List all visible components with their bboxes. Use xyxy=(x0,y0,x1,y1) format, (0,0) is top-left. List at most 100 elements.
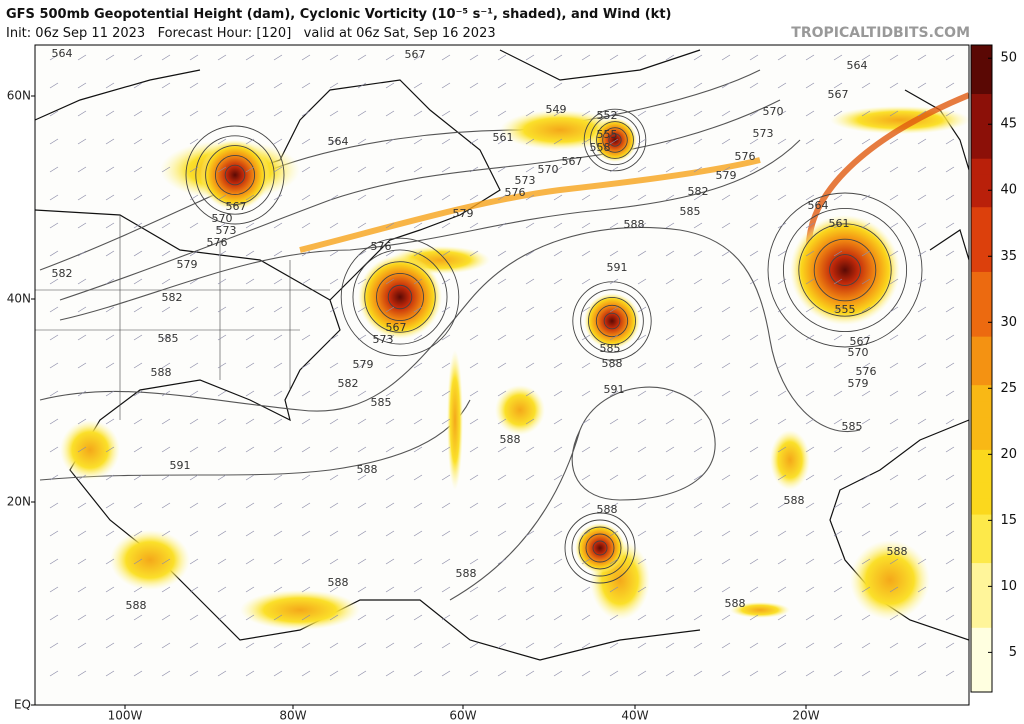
wind-barb xyxy=(721,614,731,621)
borders xyxy=(35,215,330,420)
wind-barb xyxy=(49,166,59,173)
wind-barb xyxy=(301,446,311,453)
wind-barb xyxy=(833,446,843,453)
wind-barb xyxy=(133,278,143,285)
wind-barb xyxy=(161,418,171,425)
wind-barb xyxy=(749,334,759,341)
map-frame xyxy=(34,44,970,706)
wind-barb xyxy=(777,110,787,117)
wind-barb xyxy=(581,166,591,173)
wind-barb xyxy=(721,194,731,201)
wind-barb xyxy=(889,502,899,509)
wind-barb xyxy=(609,278,619,285)
storm-contour xyxy=(571,519,629,577)
wind-barb xyxy=(469,418,479,425)
wind-barb xyxy=(805,54,815,61)
wind-barb xyxy=(77,390,87,397)
wind-barb xyxy=(525,558,535,565)
wind-barb xyxy=(833,334,843,341)
wind-barb xyxy=(833,194,843,201)
wind-barb xyxy=(721,138,731,145)
wind-barb xyxy=(861,642,871,649)
wind-barb xyxy=(889,194,899,201)
wind-barb xyxy=(301,306,311,313)
contour-label: 582 xyxy=(52,267,73,280)
wind-barb xyxy=(917,166,927,173)
colorbar-segment xyxy=(971,158,992,175)
vorticity-shading xyxy=(110,530,190,590)
wind-barb xyxy=(637,82,647,89)
wind-barb xyxy=(133,502,143,509)
wind-barb xyxy=(441,334,451,341)
wind-barb xyxy=(945,530,955,537)
wind-barb xyxy=(161,642,171,649)
wind-barb xyxy=(665,222,675,229)
wind-barb xyxy=(889,82,899,89)
wind-barb xyxy=(721,502,731,509)
wind-barb xyxy=(721,558,731,565)
colorbar-tick-label: 15 xyxy=(1000,513,1017,528)
wind-barb xyxy=(385,54,395,61)
wind-barb xyxy=(133,670,143,677)
wind-barb xyxy=(553,642,563,649)
wind-barb xyxy=(833,362,843,369)
wind-barb xyxy=(497,670,507,677)
wind-barb xyxy=(441,222,451,229)
storm-vorticity xyxy=(575,523,625,573)
wind-barb xyxy=(245,418,255,425)
wind-barb xyxy=(105,362,115,369)
contour-label: 570 xyxy=(538,163,559,176)
colorbar-segment xyxy=(971,546,992,564)
wind-barb xyxy=(749,306,759,313)
wind-barb xyxy=(805,390,815,397)
wind-barb xyxy=(273,614,283,621)
contour-label: 567 xyxy=(405,48,426,61)
wind-barb xyxy=(777,362,787,369)
wind-barb xyxy=(469,334,479,341)
wind-barb xyxy=(693,222,703,229)
wind-barb xyxy=(777,194,787,201)
wind-barb xyxy=(133,586,143,593)
wind-barb xyxy=(945,502,955,509)
wind-barb xyxy=(553,222,563,229)
contour-label: 588 xyxy=(357,463,378,476)
wind-barb xyxy=(273,502,283,509)
wind-barb xyxy=(217,446,227,453)
wind-barb xyxy=(553,250,563,257)
storm-contour xyxy=(376,273,424,321)
wind-barb xyxy=(385,82,395,89)
wind-barb xyxy=(217,138,227,145)
wind-barb xyxy=(49,82,59,89)
wind-barb xyxy=(133,306,143,313)
wind-barb xyxy=(917,642,927,649)
wind-barb xyxy=(693,334,703,341)
wind-barb xyxy=(161,586,171,593)
wind-barb xyxy=(525,530,535,537)
colorbar-segment xyxy=(971,222,992,240)
wind-barb xyxy=(245,670,255,677)
wind-barb xyxy=(805,642,815,649)
storm-contour xyxy=(364,261,436,333)
wind-barb xyxy=(385,474,395,481)
wind-barb xyxy=(189,418,199,425)
wind-barb xyxy=(77,418,87,425)
wind-barb xyxy=(301,110,311,117)
wind-barb xyxy=(777,306,787,313)
colorbar-segment xyxy=(971,239,992,256)
wind-barb xyxy=(217,110,227,117)
wind-barb xyxy=(217,642,227,649)
wind-barb xyxy=(889,250,899,257)
wind-barb xyxy=(833,502,843,509)
wind-barb xyxy=(777,82,787,89)
wind-barb xyxy=(861,250,871,257)
wind-barb xyxy=(609,390,619,397)
colorbar-segment xyxy=(971,562,992,580)
wind-barb xyxy=(497,54,507,61)
colorbar-segment xyxy=(971,611,992,628)
wind-barb xyxy=(273,54,283,61)
wind-barb xyxy=(721,278,731,285)
wind-barb xyxy=(861,306,871,313)
wind-barb xyxy=(917,558,927,565)
wind-barb xyxy=(917,306,927,313)
wind-barb xyxy=(385,278,395,285)
